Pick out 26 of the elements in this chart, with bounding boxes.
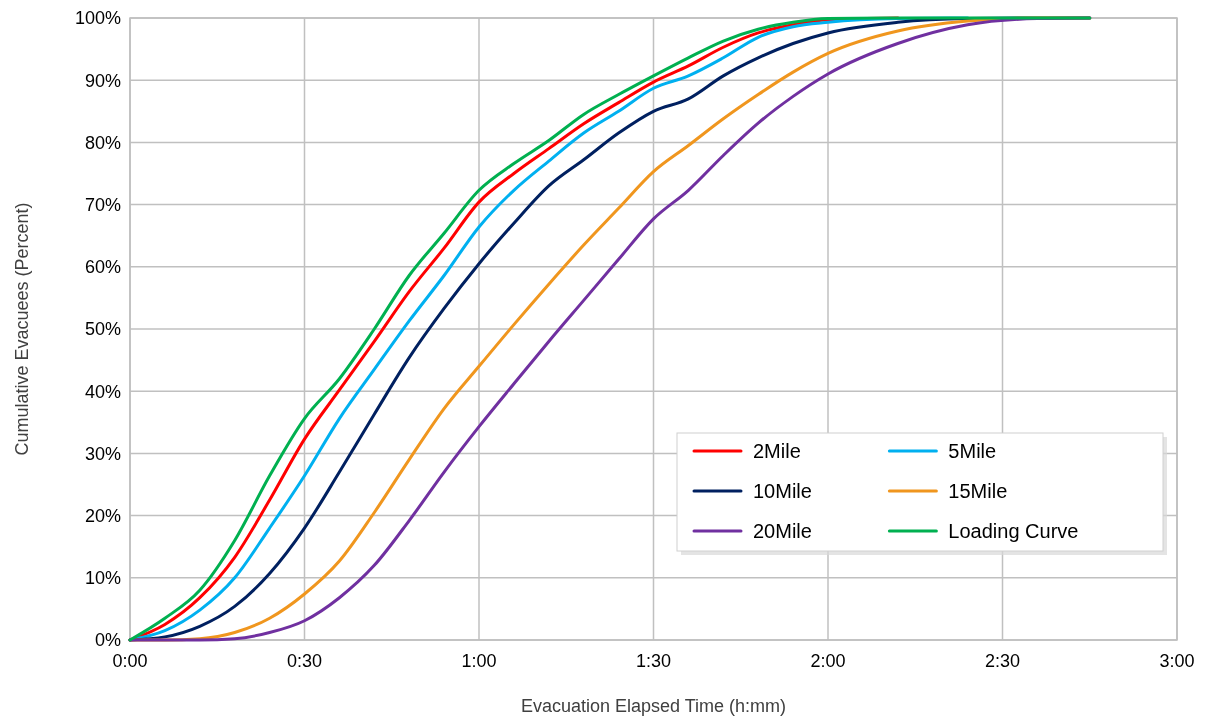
y-tick-label: 50% (84, 319, 121, 340)
y-tick-label: 100% (74, 8, 121, 29)
legend-label: 10Mile (753, 480, 812, 502)
x-tick-label: 1:30 (635, 651, 672, 671)
legend-label: Loading Curve (948, 520, 1079, 542)
y-tick-label: 80% (84, 132, 121, 153)
y-axis-title: Cumulative Evacuees (Percent) (12, 202, 32, 456)
x-tick-label: 2:00 (810, 651, 846, 671)
y-tick-label: 10% (84, 568, 121, 589)
y-tick-label: 70% (84, 194, 121, 215)
y-tick-label: 40% (84, 381, 121, 402)
x-tick-label: 0:00 (112, 651, 148, 671)
legend-label: 20Mile (753, 520, 812, 542)
x-axis-title: Evacuation Elapsed Time (h:mm) (520, 696, 787, 716)
x-tick-label: 1:00 (461, 651, 497, 671)
y-tick-label: 30% (84, 443, 121, 464)
legend-label: 5Mile (948, 440, 997, 462)
legend-label: 2Mile (753, 440, 801, 462)
x-tick-label: 3:00 (1159, 651, 1195, 671)
x-tick-label: 2:30 (984, 651, 1021, 671)
y-tick-label: 60% (84, 257, 121, 278)
y-tick-label: 90% (84, 70, 121, 91)
y-tick-label: 20% (84, 505, 121, 526)
legend-label: 15Mile (948, 480, 1008, 502)
x-tick-label: 0:30 (286, 651, 323, 671)
y-tick-label: 0% (94, 630, 121, 651)
